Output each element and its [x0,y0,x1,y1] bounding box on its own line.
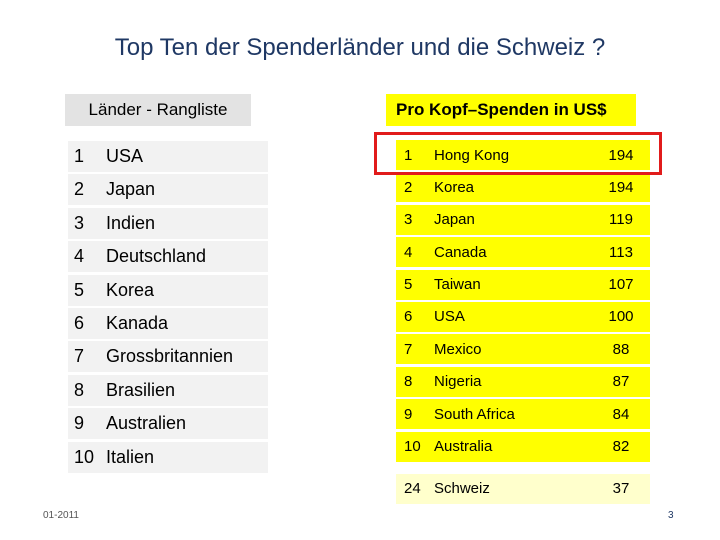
table-row: 1 USA [68,141,268,172]
table-row: 8 Nigeria 87 [396,366,650,397]
country-cell: USA [434,308,465,326]
rank-cell: 3 [404,211,413,229]
amount-cell: 84 [612,405,630,423]
rank-cell: 2 [74,179,85,200]
rank-cell: 8 [404,373,413,391]
country-cell: Korea [434,178,475,196]
right-table-header: Pro Kopf–Spenden in US$ [386,94,636,126]
country-cell: Grossbritannien [106,346,234,367]
country-cell: Taiwan [434,276,481,294]
rank-cell: 24 [404,480,421,498]
rank-cell: 2 [404,178,413,196]
left-table-header: Länder - Rangliste [65,94,251,126]
table-row: 1 Hong Kong 194 [396,140,650,170]
country-cell: USA [106,146,144,166]
table-row: 7 Mexico 88 [396,334,650,365]
country-cell: Australia [434,438,493,456]
country-cell: Japan [106,179,156,200]
amount-cell: 82 [612,438,630,456]
page-number: 3 [668,510,674,521]
highlight-box [374,132,662,175]
rank-cell: 10 [74,446,95,467]
amount-cell: 107 [608,276,634,294]
rank-cell: 8 [74,379,85,400]
table-row: 3 Japan 119 [396,204,650,235]
amount-cell: 88 [612,340,630,358]
table-row: 8 Brasilien [68,374,268,406]
table-row: 4 Canada 113 [396,237,650,268]
rank-cell: 5 [74,279,85,300]
table-row: 10 Italien [68,441,268,473]
rank-cell: 1 [404,146,413,164]
country-cell: Indien [106,212,156,233]
country-cell: Nigeria [434,373,482,391]
table-row: 6 USA 100 [396,301,650,332]
table-row: 7 Grossbritannien [68,341,268,373]
table-row: 5 Taiwan 107 [396,269,650,300]
table-row: 9 South Africa 84 [396,399,650,430]
footer-date: 01-2011 [43,510,79,521]
amount-cell: 194 [608,178,634,196]
rank-cell: 4 [74,246,85,267]
rank-cell: 6 [74,312,85,333]
rank-cell: 4 [404,243,413,261]
country-cell: Canada [434,243,487,261]
country-cell: Italien [106,446,155,467]
slide-title: Top Ten der Spenderländer und die Schwei… [114,34,606,61]
rank-cell: 10 [404,438,421,456]
rank-cell: 6 [404,308,413,326]
country-cell: Kanada [106,312,169,333]
rank-cell: 5 [404,276,413,294]
table-row: 6 Kanada [68,307,268,339]
country-cell: Hong Kong [434,146,510,164]
amount-cell: 100 [608,308,634,326]
table-row: 3 Indien [68,207,268,239]
country-cell: Korea [106,279,155,300]
rank-cell: 7 [404,340,413,358]
amount-cell: 119 [609,211,633,229]
country-cell: Brasilien [106,379,176,400]
rank-cell: 7 [74,346,85,367]
per-capita-donations-table: 1 Hong Kong 194 2 Korea 194 3 Japan 119 … [396,140,650,506]
country-cell: Mexico [434,340,482,358]
table-row: 4 Deutschland [68,241,268,273]
rank-cell: 9 [404,405,413,423]
country-cell: South Africa [434,405,515,423]
country-cell: Japan [434,211,475,229]
amount-cell: 37 [612,480,630,498]
table-row: 2 Korea 194 [396,172,650,203]
amount-cell: 194 [608,146,634,164]
table-row: 9 Australien [68,408,268,440]
table-row: 2 Japan [68,174,268,206]
amount-cell: 113 [609,243,633,261]
rank-cell: 9 [74,413,85,434]
rank-cell: 3 [74,212,85,233]
amount-cell: 87 [612,373,630,391]
table-row: 5 Korea [68,274,268,306]
table-row: 10 Australia 82 [396,431,650,462]
switzerland-row: 24 Schweiz 37 [396,473,650,504]
country-ranking-table: 1 USA 2 Japan 3 Indien 4 Deutschland 5 K… [68,141,268,475]
country-cell: Deutschland [106,246,207,267]
rank-cell: 1 [74,146,85,166]
country-cell: Schweiz [434,480,490,498]
country-cell: Australien [106,413,187,434]
